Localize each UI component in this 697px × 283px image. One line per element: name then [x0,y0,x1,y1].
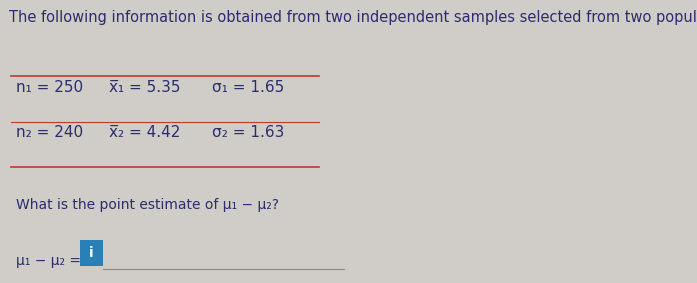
Text: i: i [89,246,93,260]
Text: The following information is obtained from two independent samples selected from: The following information is obtained fr… [9,10,697,25]
Text: What is the point estimate of μ₁ − μ₂?: What is the point estimate of μ₁ − μ₂? [16,198,279,212]
Text: σ₁ = 1.65: σ₁ = 1.65 [212,80,284,95]
Text: x̅₂ = 4.42: x̅₂ = 4.42 [109,125,181,140]
Text: n₁ = 250: n₁ = 250 [16,80,83,95]
Text: μ₁ − μ₂ =: μ₁ − μ₂ = [16,254,81,268]
Text: σ₂ = 1.63: σ₂ = 1.63 [212,125,284,140]
Text: n₂ = 240: n₂ = 240 [16,125,83,140]
FancyBboxPatch shape [79,240,103,266]
Text: x̅₁ = 5.35: x̅₁ = 5.35 [109,80,181,95]
